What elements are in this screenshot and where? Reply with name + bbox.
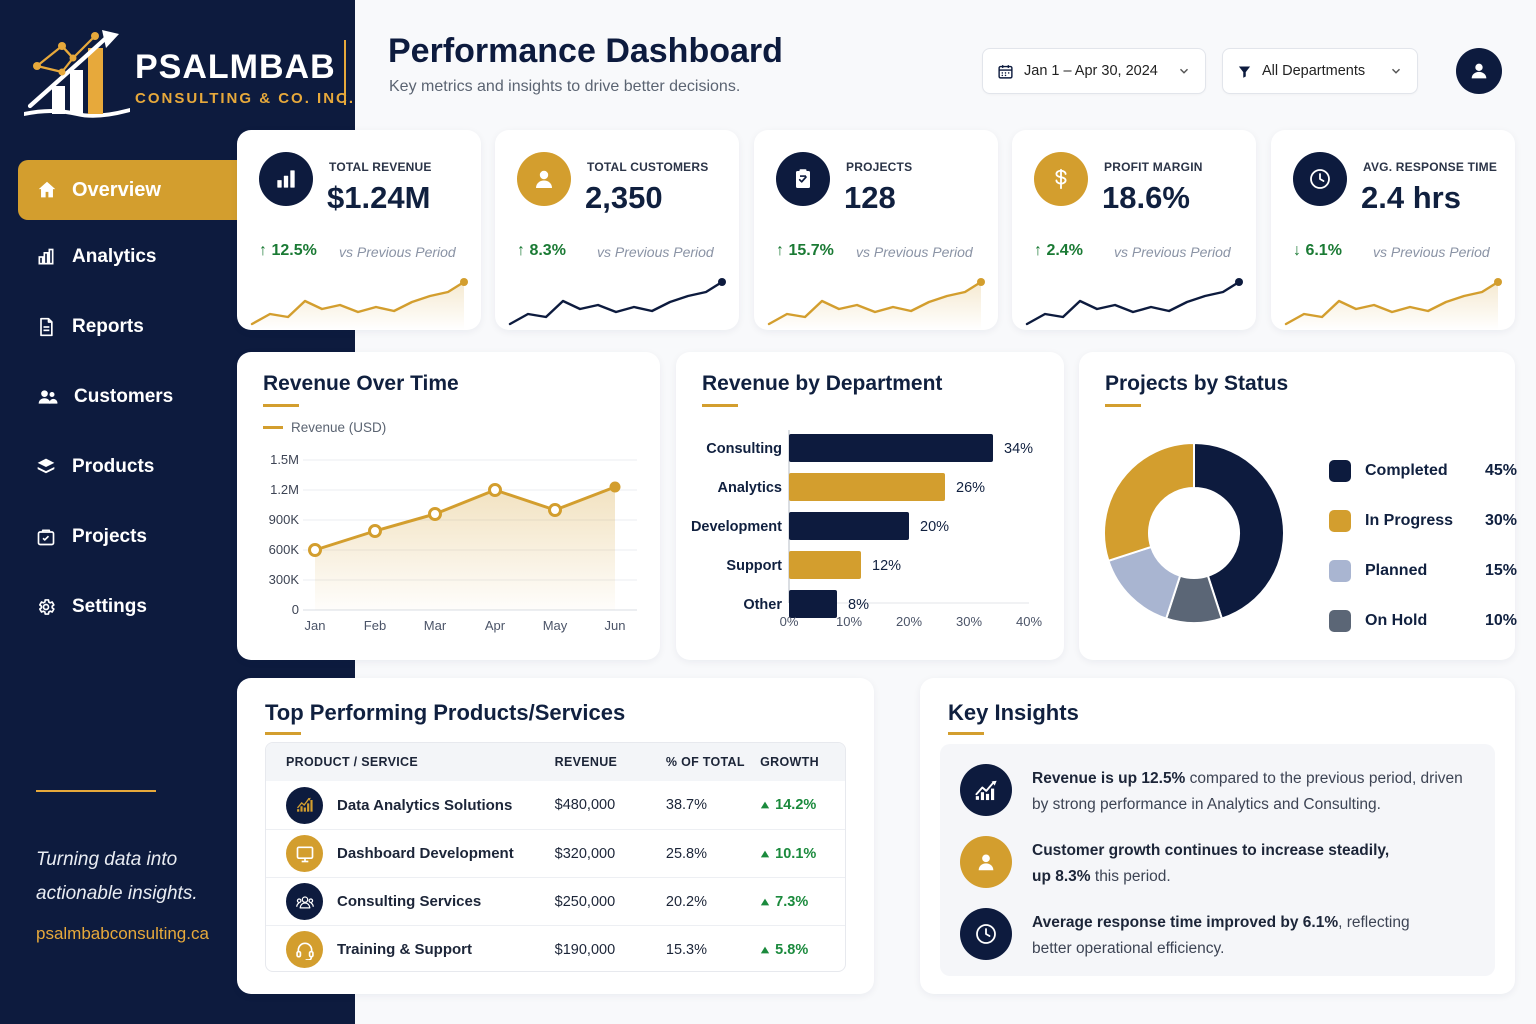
svg-text:34%: 34% bbox=[1004, 441, 1033, 457]
svg-text:Other: Other bbox=[743, 597, 782, 613]
svg-text:300K: 300K bbox=[269, 572, 300, 587]
svg-text:20%: 20% bbox=[920, 519, 949, 535]
svg-text:Support: Support bbox=[726, 558, 782, 574]
svg-text:600K: 600K bbox=[269, 542, 300, 557]
svg-text:0: 0 bbox=[292, 602, 299, 617]
svg-text:May: May bbox=[543, 618, 568, 633]
svg-text:Consulting: Consulting bbox=[706, 441, 782, 457]
svg-text:Jun: Jun bbox=[605, 618, 626, 633]
svg-text:Mar: Mar bbox=[424, 618, 447, 633]
svg-text:1.5M: 1.5M bbox=[270, 452, 299, 467]
svg-text:26%: 26% bbox=[956, 480, 985, 496]
svg-text:8%: 8% bbox=[848, 597, 869, 613]
svg-text:1.2M: 1.2M bbox=[270, 482, 299, 497]
svg-text:10%: 10% bbox=[836, 614, 862, 629]
svg-text:Jan: Jan bbox=[305, 618, 326, 633]
svg-text:Apr: Apr bbox=[485, 618, 506, 633]
svg-text:12%: 12% bbox=[872, 558, 901, 574]
svg-text:900K: 900K bbox=[269, 512, 300, 527]
svg-text:0%: 0% bbox=[780, 614, 799, 629]
svg-text:30%: 30% bbox=[956, 614, 982, 629]
svg-text:20%: 20% bbox=[896, 614, 922, 629]
svg-text:Development: Development bbox=[691, 519, 782, 535]
svg-text:Analytics: Analytics bbox=[718, 480, 782, 496]
svg-text:40%: 40% bbox=[1016, 614, 1042, 629]
svg-text:Feb: Feb bbox=[364, 618, 386, 633]
